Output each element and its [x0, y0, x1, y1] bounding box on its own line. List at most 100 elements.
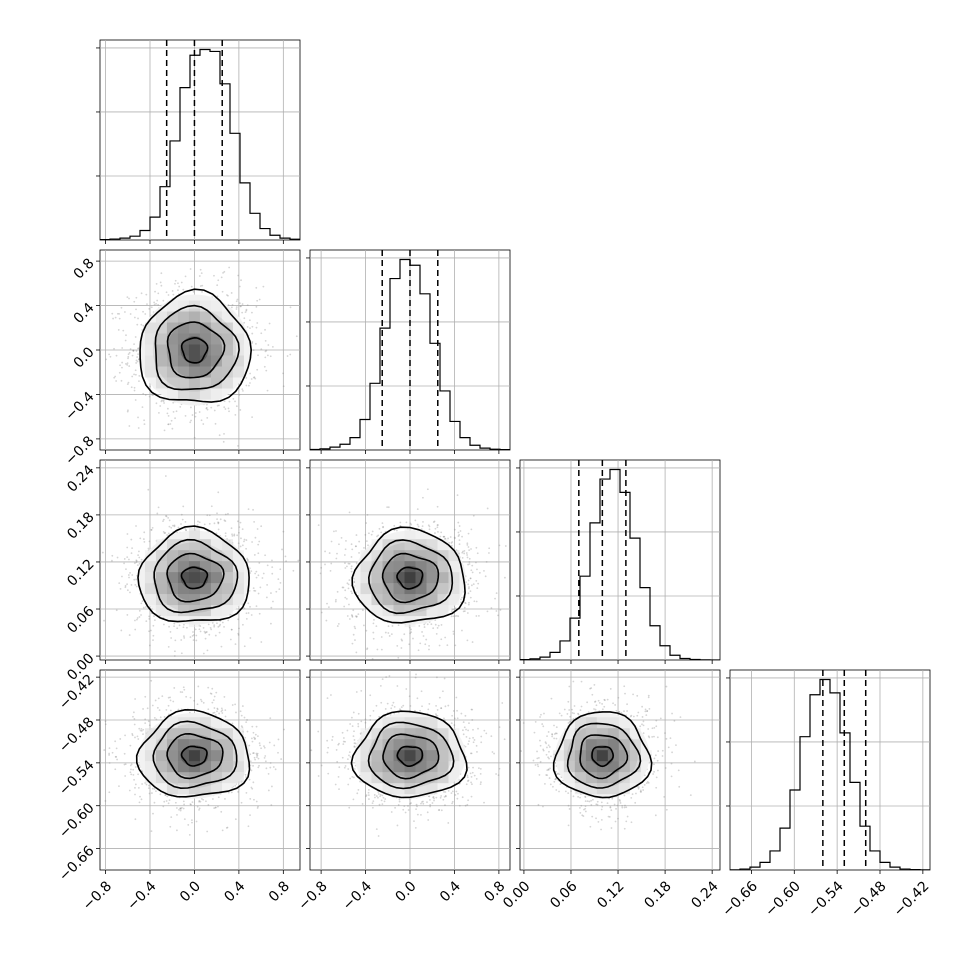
- sample-point: [170, 637, 173, 639]
- density-cell: [210, 377, 222, 389]
- sample-point: [282, 530, 285, 533]
- sample-point: [270, 592, 272, 594]
- sample-point: [142, 606, 145, 609]
- sample-point: [163, 429, 166, 432]
- sample-point: [442, 535, 445, 538]
- density-cell: [426, 583, 438, 595]
- contour-line-4: [180, 336, 209, 364]
- sample-point: [132, 715, 134, 718]
- sample-point: [135, 362, 138, 364]
- sample-point: [260, 747, 263, 750]
- sample-point: [450, 544, 453, 547]
- sample-point: [454, 644, 457, 647]
- sample-point: [380, 531, 383, 534]
- sample-point: [448, 541, 451, 544]
- sample-point: [255, 725, 258, 728]
- density-cell: [221, 561, 233, 573]
- sample-point: [268, 322, 271, 325]
- contour-line-4: [180, 566, 209, 590]
- sample-point: [248, 778, 251, 781]
- density-cell: [232, 366, 244, 378]
- sample-point: [142, 733, 144, 736]
- sample-point: [475, 600, 478, 603]
- sample-point: [126, 410, 129, 413]
- sample-point: [371, 530, 374, 533]
- sample-point: [126, 533, 129, 535]
- sample-point: [139, 795, 141, 798]
- sample-point: [162, 399, 165, 401]
- density-cell: [199, 605, 211, 617]
- sample-point: [129, 744, 132, 747]
- sample-point: [111, 312, 114, 315]
- sample-point: [171, 427, 174, 430]
- sample-point: [460, 601, 462, 604]
- sample-point: [190, 419, 192, 422]
- sample-point: [200, 272, 203, 275]
- sample-point: [119, 364, 121, 367]
- density-cell: [210, 605, 222, 617]
- sample-point: [375, 667, 377, 669]
- sample-point: [270, 622, 272, 625]
- sample-point: [155, 790, 157, 793]
- sample-point: [151, 787, 154, 790]
- sample-point: [243, 317, 246, 320]
- sample-point: [184, 527, 186, 530]
- sample-point: [192, 631, 194, 633]
- density-cell: [155, 366, 167, 378]
- sample-point: [152, 634, 155, 637]
- sample-point: [231, 533, 233, 536]
- sample-point: [113, 376, 116, 379]
- density-cell: [144, 355, 156, 367]
- density-cell: [177, 311, 189, 323]
- sample-point: [256, 368, 259, 371]
- sample-point: [243, 607, 246, 610]
- sample-point: [251, 541, 253, 543]
- sample-point: [138, 616, 141, 618]
- sample-point: [439, 535, 442, 538]
- sample-point: [245, 547, 247, 550]
- density-cell: [155, 550, 167, 562]
- sample-point: [117, 329, 120, 331]
- sample-point: [440, 624, 443, 626]
- density-cell: [360, 583, 372, 595]
- density-cell: [404, 605, 416, 617]
- sample-point: [263, 756, 266, 759]
- density-cell: [221, 539, 233, 551]
- sample-point: [255, 326, 258, 329]
- sample-point: [227, 512, 229, 515]
- sample-point: [478, 571, 481, 574]
- density-cell: [404, 594, 416, 606]
- sample-point: [132, 349, 135, 352]
- sample-point: [248, 384, 250, 387]
- sample-point: [499, 609, 502, 611]
- sample-point: [164, 531, 167, 534]
- sample-point: [170, 816, 173, 819]
- sample-point: [134, 818, 137, 821]
- sample-point: [427, 524, 430, 527]
- sample-point: [239, 409, 242, 411]
- sample-point: [350, 556, 353, 558]
- sample-point: [478, 615, 480, 617]
- sample-point: [101, 551, 104, 554]
- sample-point: [126, 383, 129, 386]
- sample-point: [476, 587, 479, 589]
- sample-point: [344, 548, 347, 551]
- sample-point: [428, 644, 430, 647]
- sample-point: [121, 361, 124, 364]
- sample-point: [263, 746, 266, 749]
- contour-line-2: [367, 539, 454, 615]
- sample-point: [206, 408, 209, 411]
- sample-point: [138, 380, 140, 382]
- sample-point: [177, 289, 179, 292]
- sample-point: [126, 556, 129, 559]
- density-cell: [437, 561, 449, 573]
- sample-point: [148, 540, 151, 543]
- sample-point: [485, 561, 488, 563]
- sample-point: [173, 650, 176, 653]
- sample-point: [126, 546, 129, 549]
- sample-point: [172, 524, 174, 527]
- sample-point: [224, 513, 227, 516]
- sample-point: [138, 609, 141, 612]
- sample-point: [189, 636, 192, 638]
- sample-point: [228, 410, 230, 413]
